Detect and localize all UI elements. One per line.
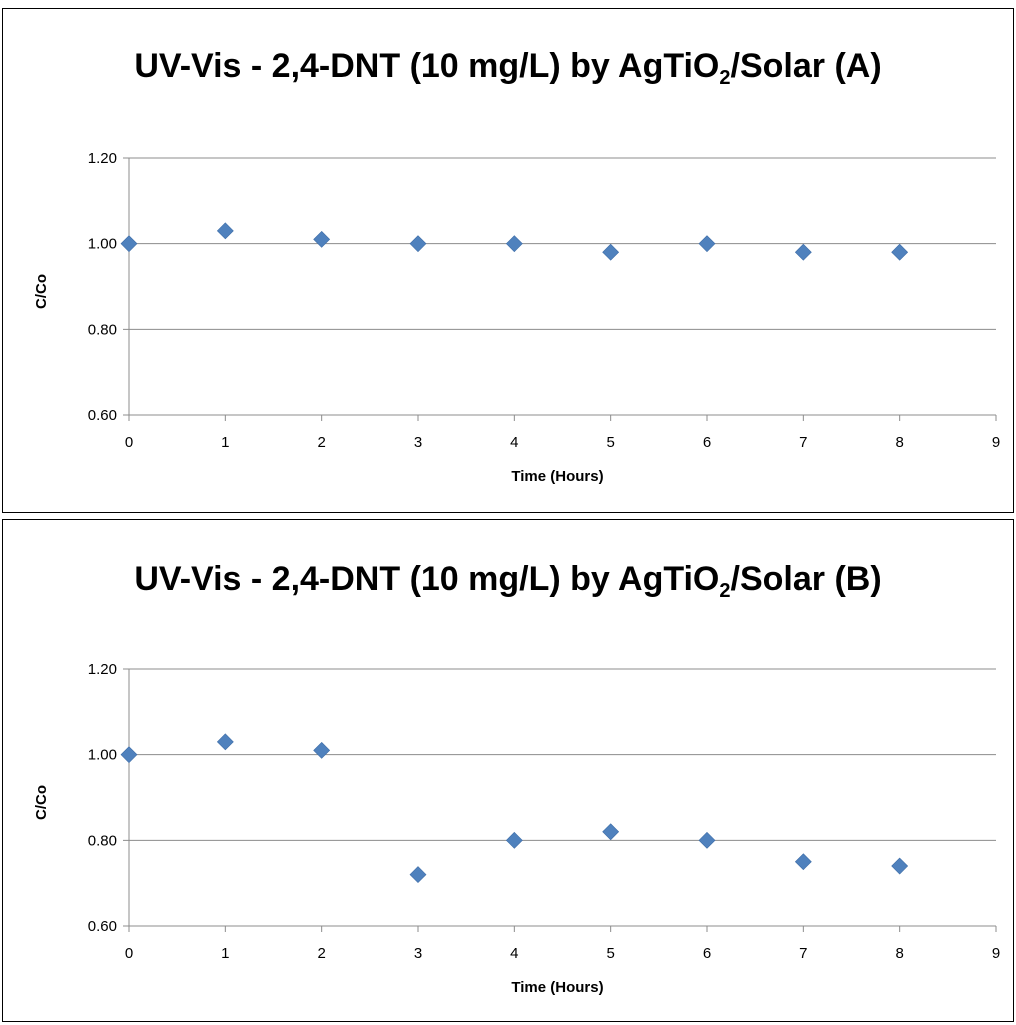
y-tick-label-a-1: 0.80 — [88, 321, 117, 338]
y-tick-label-b-0: 0.60 — [88, 918, 117, 935]
x-tick-label-b-6: 6 — [703, 945, 711, 962]
x-tick-label-a-6: 6 — [703, 434, 711, 451]
x-axis-title-b: Time (Hours) — [511, 979, 603, 996]
data-point-b-2 — [313, 741, 331, 759]
x-tick-label-b-8: 8 — [895, 945, 903, 962]
y-axis-title-b: C/Co — [33, 785, 50, 820]
chart-panel-a: UV-Vis - 2,4-DNT (10 mg/L) by AgTiO2/Sol… — [2, 8, 1014, 513]
data-point-b-8 — [891, 857, 909, 875]
x-tick-label-b-5: 5 — [606, 945, 614, 962]
data-point-a-7 — [794, 243, 812, 261]
y-tick-label-a-3: 1.20 — [88, 150, 117, 167]
data-point-a-4 — [505, 235, 523, 253]
y-tick-label-b-2: 1.00 — [88, 747, 117, 764]
data-point-a-0 — [120, 235, 138, 253]
chart-title-b: UV-Vis - 2,4-DNT (10 mg/L) by AgTiO2/Sol… — [3, 560, 1013, 603]
x-tick-label-a-3: 3 — [414, 434, 422, 451]
data-point-a-8 — [891, 243, 909, 261]
data-point-b-5 — [602, 823, 620, 841]
y-tick-label-a-0: 0.60 — [88, 407, 117, 424]
y-tick-label-a-2: 1.00 — [88, 236, 117, 253]
x-tick-label-b-4: 4 — [510, 945, 518, 962]
x-tick-label-b-9: 9 — [992, 945, 1000, 962]
y-tick-label-b-1: 0.80 — [88, 832, 117, 849]
x-tick-label-a-2: 2 — [317, 434, 325, 451]
data-point-b-4 — [505, 831, 523, 849]
chart-panel-b: UV-Vis - 2,4-DNT (10 mg/L) by AgTiO2/Sol… — [2, 519, 1014, 1022]
data-point-b-7 — [794, 853, 812, 871]
chart-title-a-subscript: 2 — [719, 67, 731, 89]
chart-title-a-tail: /Solar (A) — [730, 47, 882, 85]
x-tick-label-b-3: 3 — [414, 945, 422, 962]
x-tick-label-a-9: 9 — [992, 434, 1000, 451]
chart-title-b-main: UV-Vis - 2,4-DNT (10 mg/L) by AgTiO — [134, 560, 720, 598]
x-tick-label-a-4: 4 — [510, 434, 518, 451]
y-tick-label-b-3: 1.20 — [88, 661, 117, 678]
data-point-a-1 — [216, 222, 234, 240]
x-tick-label-b-1: 1 — [221, 945, 229, 962]
data-point-b-3 — [409, 866, 427, 884]
data-point-b-1 — [216, 733, 234, 751]
data-point-a-2 — [313, 230, 331, 248]
x-axis-title-a: Time (Hours) — [511, 468, 603, 485]
x-tick-label-b-2: 2 — [317, 945, 325, 962]
y-axis-title-a: C/Co — [33, 274, 50, 309]
data-point-a-3 — [409, 235, 427, 253]
chart-title-a-main: UV-Vis - 2,4-DNT (10 mg/L) by AgTiO — [134, 47, 720, 85]
data-point-a-6 — [698, 235, 716, 253]
x-tick-label-a-8: 8 — [895, 434, 903, 451]
x-tick-label-a-7: 7 — [799, 434, 807, 451]
x-tick-label-a-5: 5 — [606, 434, 614, 451]
x-tick-label-a-0: 0 — [125, 434, 133, 451]
chart-title-b-tail: /Solar (B) — [730, 560, 882, 598]
data-point-a-5 — [602, 243, 620, 261]
scatter-plot-a: 0.60 0.80 1.00 1.20 0 1 2 3 4 5 6 7 8 9 Time (Hours) C/… — [33, 150, 1000, 485]
chart-title-b-subscript: 2 — [719, 580, 731, 602]
data-point-b-6 — [698, 831, 716, 849]
x-tick-label-b-7: 7 — [799, 945, 807, 962]
x-tick-label-b-0: 0 — [125, 945, 133, 962]
data-point-b-0 — [120, 746, 138, 764]
x-tick-label-a-1: 1 — [221, 434, 229, 451]
scatter-plot-b: 0.60 0.80 1.00 1.20 0 1 2 3 4 5 6 7 8 9 Time (Hours) C/… — [33, 661, 1000, 996]
chart-title-a: UV-Vis - 2,4-DNT (10 mg/L) by AgTiO2/Sol… — [3, 47, 1013, 90]
